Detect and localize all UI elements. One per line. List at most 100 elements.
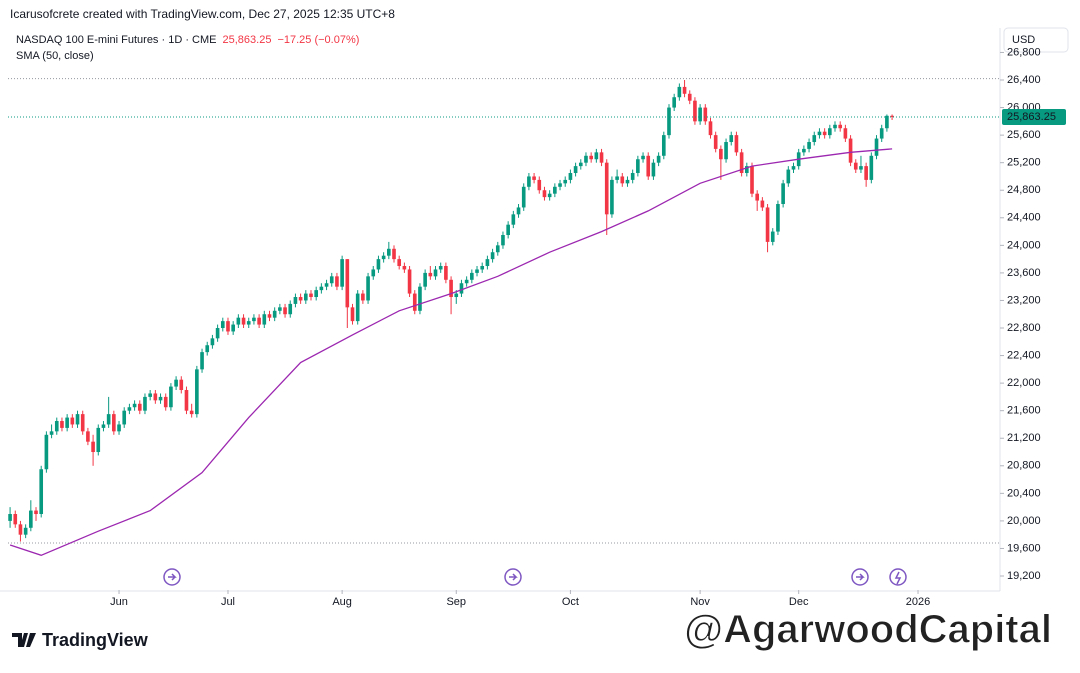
candle-body: [739, 152, 744, 174]
candle-body: [838, 124, 843, 129]
plot-area: [8, 78, 1000, 556]
candle-body: [599, 152, 604, 163]
y-tick-label: 22,800: [1007, 322, 1041, 334]
candle-body: [568, 173, 573, 180]
candle-body: [153, 393, 158, 401]
candle-body: [387, 248, 391, 256]
candle-body: [630, 173, 635, 180]
candle-body: [314, 290, 318, 298]
candle-body: [620, 176, 625, 184]
x-tick-label: Jul: [221, 596, 235, 608]
y-tick-label: 25,200: [1007, 157, 1041, 169]
candle-body: [682, 86, 687, 94]
candle-body: [226, 321, 230, 332]
candle-body: [433, 269, 438, 277]
candle-body: [75, 414, 80, 425]
candle-body: [563, 179, 568, 184]
candle-body: [724, 142, 728, 160]
symbol-title: NASDAQ 100 E-mini Futures · 1D · CME 25,8…: [16, 34, 359, 46]
event-icon[interactable]: [851, 568, 869, 586]
brand-mark: [12, 633, 36, 647]
symbol: NASDAQ 100 E-mini Futures · 1D · CME: [16, 34, 217, 46]
last-price: 25,863.25: [223, 34, 272, 46]
candle-body: [179, 379, 184, 391]
y-tick-label: 21,600: [1007, 405, 1041, 417]
candle-body: [879, 128, 884, 139]
currency[interactable]: USD: [1012, 34, 1035, 46]
candle-body: [132, 403, 137, 408]
y-tick-label: 23,200: [1007, 294, 1041, 306]
y-tick-label: 22,000: [1007, 377, 1041, 389]
candle-body: [656, 155, 661, 163]
candle-body: [246, 321, 251, 325]
event-icon[interactable]: [163, 568, 181, 586]
candle-body: [257, 317, 261, 325]
candle-body: [547, 193, 552, 198]
candle-body: [65, 417, 69, 428]
y-tick-label: 19,200: [1007, 570, 1041, 582]
candle-body: [13, 514, 18, 525]
candle-body: [215, 328, 220, 339]
candle-body: [169, 386, 173, 408]
candle-body: [770, 231, 775, 242]
candle-body: [853, 162, 858, 170]
y-tick-label: 25,600: [1007, 129, 1041, 141]
candle-body: [381, 255, 386, 260]
candle-body: [39, 469, 44, 515]
candle-body: [786, 169, 791, 184]
candle-body: [584, 155, 588, 163]
candle-body: [283, 307, 287, 315]
last-price-tag: [1002, 108, 1066, 125]
candle-body: [516, 207, 521, 215]
candle-body: [96, 427, 101, 453]
candle-body: [340, 259, 344, 287]
candle-body: [744, 166, 749, 174]
event-icon[interactable]: [889, 568, 907, 586]
candle-body: [392, 248, 396, 260]
candle-body: [454, 293, 459, 298]
candle-body: [236, 317, 241, 325]
y-tick-label: 20,000: [1007, 515, 1041, 527]
candle-body: [210, 338, 215, 346]
y-tick-label: 20,400: [1007, 487, 1041, 499]
candle-body: [781, 183, 785, 205]
candle-body: [677, 86, 682, 98]
event-icon[interactable]: [504, 568, 522, 586]
candle-body: [589, 155, 593, 160]
candle-body: [578, 162, 583, 167]
candle-body: [231, 324, 235, 332]
candle-body: [371, 269, 376, 277]
candle-body: [407, 269, 412, 294]
candle-body: [573, 166, 578, 174]
candle-body: [29, 510, 33, 528]
candle-body: [864, 166, 868, 180]
candle-body: [18, 524, 23, 535]
candle-body: [49, 431, 54, 435]
candle-body: [812, 135, 817, 143]
candle-body: [646, 155, 651, 177]
currency-button[interactable]: [1003, 27, 1069, 53]
candle-body: [23, 527, 28, 535]
sma-line: [9, 148, 893, 556]
candle-body: [610, 179, 614, 215]
candle-body: [8, 514, 12, 521]
candle-body: [859, 166, 863, 170]
candle-body: [495, 245, 500, 253]
candle-body: [734, 135, 739, 153]
candle-body: [298, 297, 303, 301]
y-tick-label: 19,600: [1007, 542, 1041, 554]
attribution-bar: [0, 0, 1080, 28]
candle-body: [148, 393, 152, 397]
candle-body: [636, 159, 640, 174]
candle-body: [802, 148, 806, 153]
candle-body: [848, 138, 853, 163]
candle-body: [869, 155, 874, 180]
candle-body: [278, 307, 282, 311]
candle-body: [355, 293, 360, 322]
candle-body: [843, 128, 848, 139]
x-tick-label: Sep: [446, 596, 466, 608]
candle-body: [335, 276, 339, 287]
candle-body: [361, 293, 365, 301]
candle-body: [34, 510, 38, 515]
